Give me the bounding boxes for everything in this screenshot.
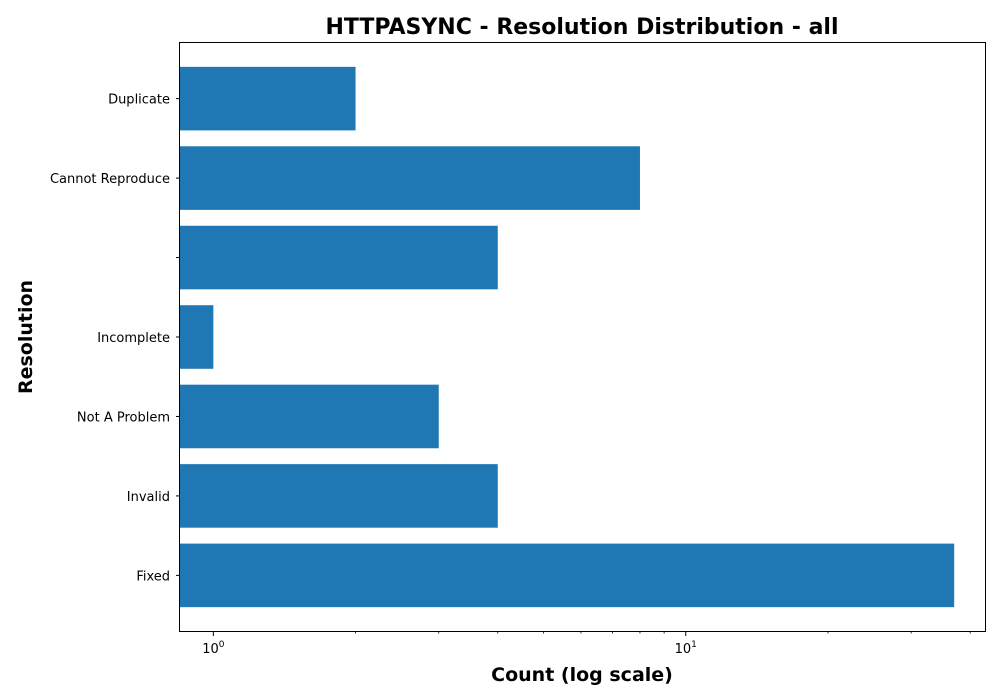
x-tick-label: 100 [202, 640, 225, 657]
y-tick-label: Not A Problem [77, 410, 170, 425]
y-tick-label: Incomplete [97, 331, 170, 346]
bar [180, 66, 356, 131]
bars-group [180, 66, 955, 608]
bar [180, 464, 498, 528]
bar [180, 384, 439, 449]
y-tick-label: Invalid [127, 490, 170, 505]
bar [180, 543, 955, 608]
bar [180, 225, 498, 290]
y-tick-label: Fixed [136, 569, 170, 584]
y-axis-label: Resolution [15, 280, 37, 394]
bar [180, 146, 640, 210]
chart-title: HTTPASYNC - Resolution Distribution - al… [325, 15, 838, 40]
plot-frame [179, 42, 986, 632]
x-axis-label: Count (log scale) [491, 664, 673, 686]
x-tick-label: 101 [675, 640, 697, 657]
bar [180, 305, 214, 369]
y-axis-ticks: Fixed Invalid Not A Problem Incomplete Canno… [50, 93, 180, 584]
y-tick-label: Cannot Reproduce [50, 172, 170, 187]
x-axis-ticks: 100 101 [202, 631, 971, 657]
y-tick-label: Duplicate [108, 93, 170, 108]
